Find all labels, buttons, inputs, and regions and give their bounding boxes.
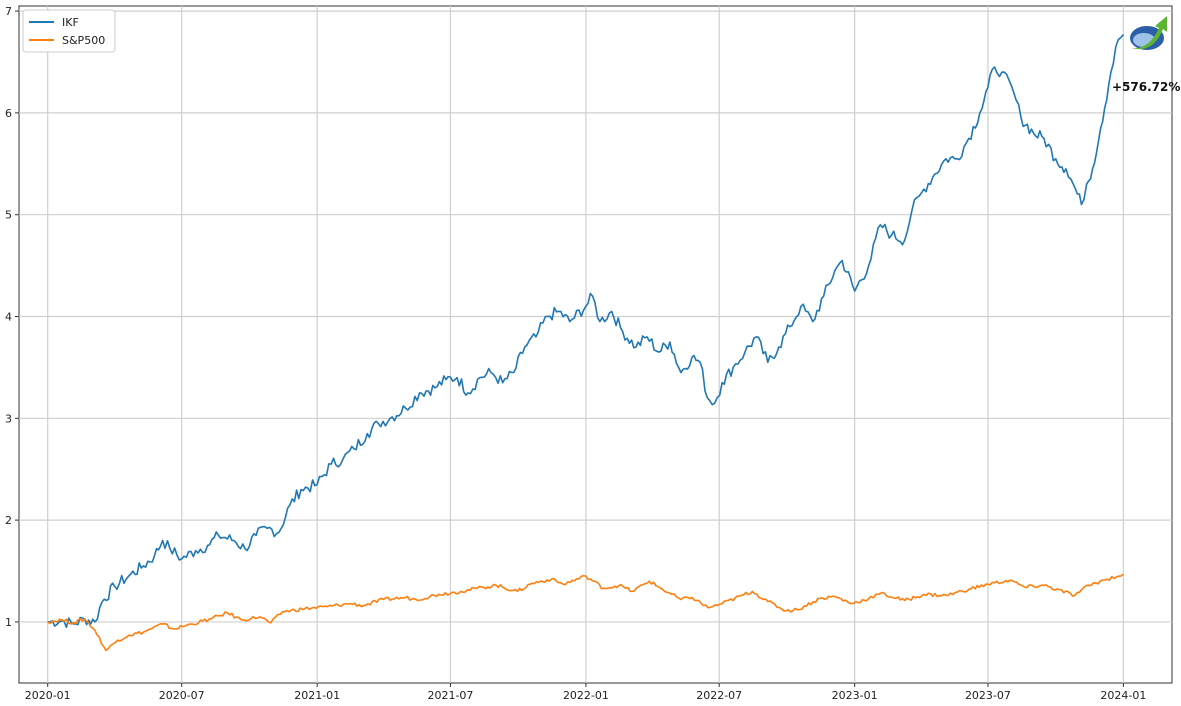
x-tick-label: 2023-01 bbox=[832, 689, 878, 702]
x-tick-label: 2022-01 bbox=[563, 689, 609, 702]
x-axis: 2020-01 2020-07 2021-01 2021-07 2022-01 2022-… bbox=[25, 683, 1146, 702]
x-tick-label: 2021-07 bbox=[427, 689, 473, 702]
x-tick-label: 2021-01 bbox=[294, 689, 340, 702]
x-tick-label: 2022-07 bbox=[696, 689, 742, 702]
legend-box bbox=[22, 9, 116, 53]
series-line-ikf bbox=[47, 33, 1125, 629]
y-tick-label: 1 bbox=[5, 616, 12, 629]
legend: IKF S&P500 bbox=[22, 9, 116, 53]
plot-area bbox=[18, 5, 1173, 684]
y-tick-label: 3 bbox=[5, 412, 12, 425]
x-tick-label: 2023-07 bbox=[965, 689, 1011, 702]
return-annotation: +576.72% bbox=[1112, 80, 1180, 94]
y-tick-label: 4 bbox=[5, 311, 12, 324]
series-lines bbox=[47, 33, 1125, 652]
legend-label-ikf: IKF bbox=[62, 16, 79, 29]
y-tick-label: 2 bbox=[5, 514, 12, 527]
grid-lines bbox=[19, 6, 1172, 683]
series-line-sp500 bbox=[47, 573, 1124, 652]
y-tick-label: 7 bbox=[5, 5, 12, 18]
rising-arrow-logo-icon bbox=[1130, 16, 1167, 50]
x-tick-label: 2024-01 bbox=[1100, 689, 1146, 702]
legend-label-sp500: S&P500 bbox=[62, 34, 105, 47]
y-tick-label: 5 bbox=[5, 209, 12, 222]
x-tick-label: 2020-01 bbox=[25, 689, 71, 702]
y-tick-label: 6 bbox=[5, 107, 12, 120]
x-tick-label: 2020-07 bbox=[159, 689, 205, 702]
y-axis: 1 2 3 4 5 6 7 bbox=[5, 5, 19, 629]
